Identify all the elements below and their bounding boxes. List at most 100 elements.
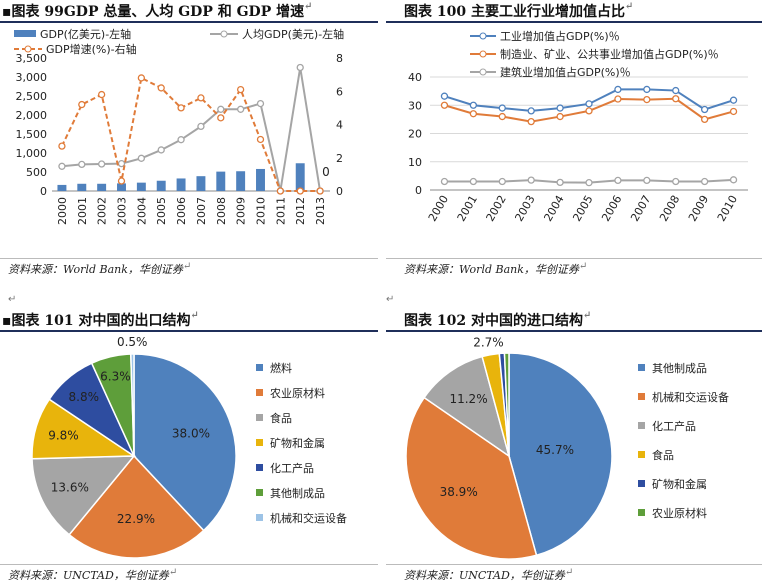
x-tick-label: 2006 (599, 193, 624, 224)
x-tick-label: 2007 (628, 193, 653, 224)
legend-label-food: 食品 (652, 448, 674, 462)
y-tick-label: 0 (40, 185, 47, 198)
manufacturing-point (672, 95, 680, 103)
industry-point (614, 85, 622, 94)
manufacturing-point (700, 115, 709, 124)
x-tick-label: 2000 (426, 193, 451, 224)
pie-data-label: 13.6% (51, 480, 89, 494)
return-mark: ↵ (386, 294, 395, 305)
legend-label-food: 食品 (270, 411, 292, 425)
pie-data-label: 45.7% (536, 443, 574, 457)
chart-100-source: 资料来源：World Bank，华创证券 ↵ (404, 261, 588, 276)
x-tick-label: 2008 (215, 197, 228, 225)
legend-swatch-food (256, 414, 263, 421)
legend-label-ore-metal: 矿物和金属 (652, 477, 707, 491)
gdp-per-capita-point (256, 99, 265, 108)
legend-label-per-capita: 人均GDP(美元)-左轴 (242, 27, 344, 41)
gdp-growth-point (58, 142, 66, 150)
pie-slice-agri-raw (503, 352, 510, 457)
legend-swatch-machinery (256, 514, 263, 521)
legend-swatch-gdp (14, 30, 36, 37)
legend-swatch-agri-raw (256, 389, 263, 396)
x-tick-label: 2004 (541, 193, 566, 224)
chart-100-title-rule (386, 21, 762, 23)
legend-swatch-food (638, 451, 645, 458)
gdp-per-capita-point (58, 162, 66, 170)
return-mark: ↵ (624, 1, 634, 12)
pie-slice-fuel (133, 353, 237, 532)
x-tick-label: 2002 (96, 197, 109, 225)
gdp-per-capita-line (61, 67, 322, 192)
pie-slice-chemical (423, 355, 511, 458)
y2-tick-label: 4 (336, 119, 343, 132)
legend-swatch-chemical (256, 464, 263, 471)
legend-swatch-ore-metal (638, 480, 645, 487)
industry-point (643, 85, 651, 94)
y2-tick-label: 0 (336, 185, 343, 198)
gdp-growth-point (137, 74, 146, 82)
gdp-per-capita-point (97, 160, 106, 168)
legend-marker-per-capita (220, 30, 228, 38)
construction-point (556, 178, 564, 187)
bar-gdp (196, 176, 206, 191)
construction-point (440, 177, 449, 186)
x-tick-label: 2007 (195, 197, 208, 225)
x-tick-label: 2002 (484, 193, 509, 224)
pie-data-label: 38.9% (440, 485, 478, 499)
legend-label-gdp: GDP(亿美元)-左轴 (40, 27, 131, 41)
bar-gdp (156, 180, 166, 191)
y-tick-label: 10 (408, 156, 422, 169)
bar-gdp (57, 184, 67, 191)
pie-slice-food (31, 455, 136, 536)
x-tick-label: 2011 (274, 197, 287, 225)
construction-point (498, 177, 506, 186)
legend-swatch-chemical (638, 422, 645, 429)
chart-100-title: 图表 100 主要工业行业增加值占比 ↵ (404, 1, 633, 21)
chart-102-title-text: 图表 102 对中国的进口结构 (404, 313, 583, 329)
x-tick-label: 2008 (657, 193, 682, 224)
return-mark: ↵ (8, 294, 17, 305)
y-tick-label: 20 (408, 128, 422, 141)
x-tick-label: 2001 (455, 193, 480, 224)
x-tick-label: 2010 (715, 193, 740, 224)
y-tick-label: 3,500 (16, 52, 48, 65)
chart-102-title-rule (386, 330, 762, 332)
legend-label-ore-metal: 矿物和金属 (270, 436, 325, 450)
gdp-per-capita-point (137, 154, 146, 162)
chart-99-source: 资料来源：World Bank，华创证券 ↵ (8, 261, 192, 276)
manufacturing-point (527, 117, 535, 126)
gdp-growth-point (236, 85, 245, 94)
annotation-label: 0 (322, 165, 330, 179)
pie-slice-machinery (405, 396, 538, 560)
bar-gdp (236, 171, 246, 191)
gdp-per-capita-point (296, 63, 304, 72)
pie-data-label: 2.7% (473, 335, 504, 349)
construction-point (585, 179, 593, 187)
legend-label-growth: GDP增速(%)-右轴 (46, 42, 137, 56)
industry-point (469, 101, 478, 109)
pie-data-label: 8.8% (69, 390, 100, 404)
legend-label-industry: 工业增加值占GDP(%)％ (500, 29, 620, 43)
manufacturing-point (729, 107, 738, 116)
x-tick-label: 2010 (255, 197, 268, 225)
pie-data-label: 38.0% (172, 427, 210, 441)
industry-point (729, 96, 738, 104)
gdp-growth-point (157, 84, 165, 92)
panel-chart-99: ▪图表 99GDP 总量、人均 GDP 和 GDP 增速 ↵ 0 500 1,000 1… (0, 0, 382, 290)
manufacturing-point (585, 107, 593, 115)
legend-swatch-other-manuf (638, 364, 645, 371)
legend-label-other-manuf: 其他制成品 (652, 362, 707, 375)
gdp-growth-point (276, 187, 285, 195)
manufacturing-point (469, 110, 478, 118)
pie-data-label: 11.2% (449, 392, 487, 406)
manufacturing-point (556, 112, 564, 121)
bar-gdp (117, 183, 126, 191)
y-tick-label: 1,500 (16, 128, 48, 141)
x-tick-label: 2009 (235, 197, 248, 225)
manufacturing-point (614, 95, 622, 103)
gdp-per-capita-point (177, 136, 185, 144)
x-tick-label: 2000 (56, 197, 69, 225)
manufacturing-point (440, 101, 449, 109)
chart-100-source-rule (386, 258, 762, 259)
y-tick-label: 30 (408, 99, 422, 112)
